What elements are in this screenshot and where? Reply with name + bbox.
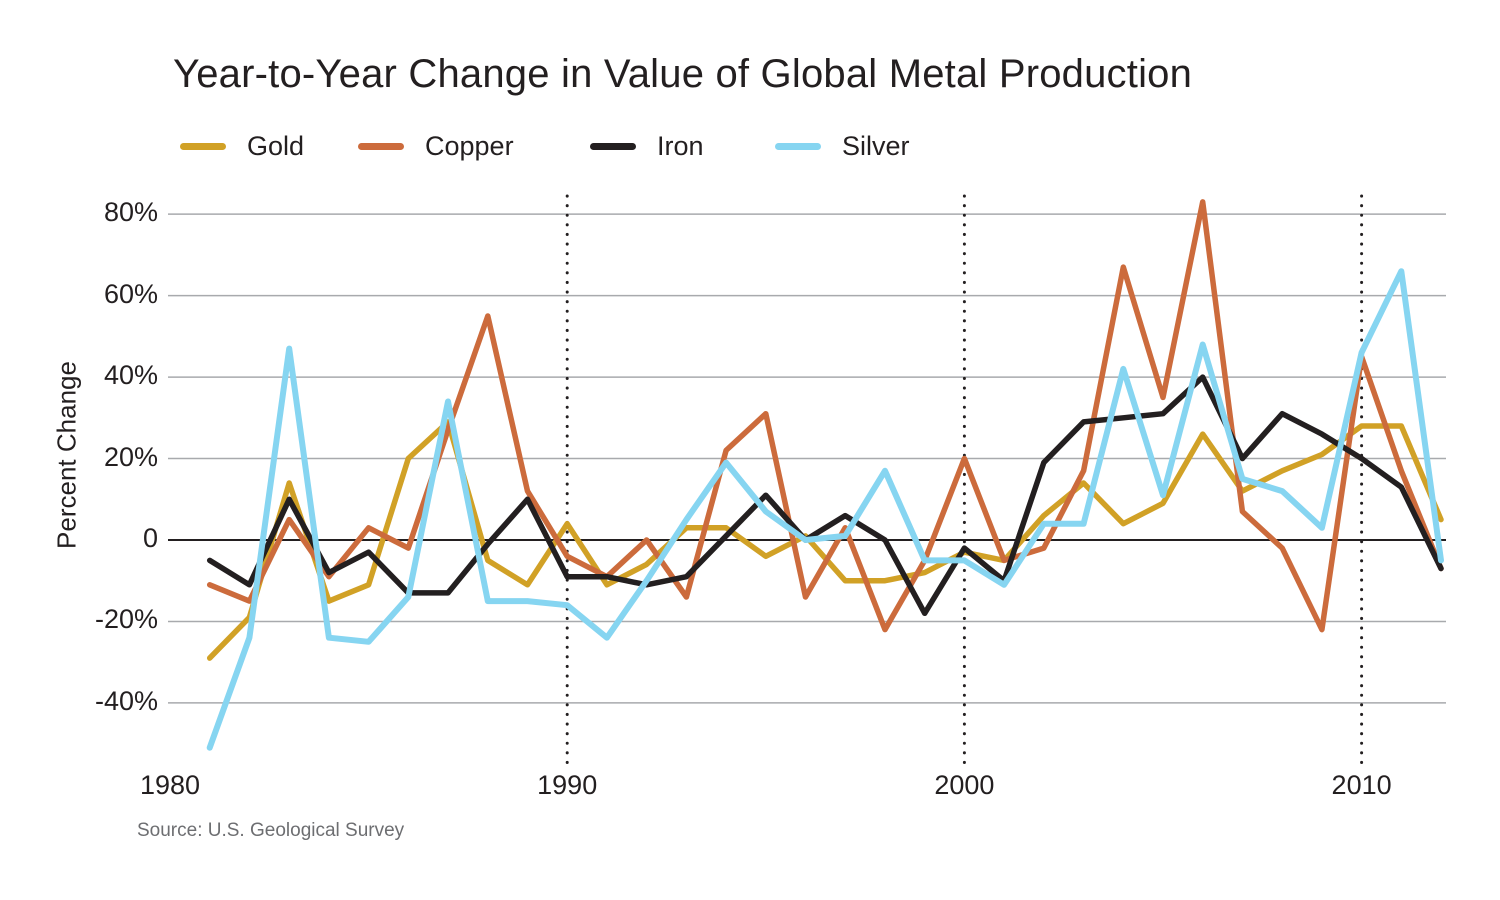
- y-tick-label-80%: 80%: [103, 197, 158, 228]
- y-tick-label-20%: 20%: [103, 441, 158, 472]
- legend-label-iron: Iron: [657, 130, 704, 161]
- legend-label-copper: Copper: [425, 130, 514, 161]
- source-note: Source: U.S. Geological Survey: [137, 820, 405, 841]
- y-tick-label-40%: 40%: [103, 360, 158, 391]
- y-tick-label--40%: -40%: [94, 685, 158, 716]
- gold-swatch-icon: [180, 142, 226, 150]
- x-tick-label-2000: 2000: [934, 770, 995, 800]
- legend-label-silver: Silver: [842, 130, 910, 161]
- chart-title: Year-to-Year Change in Value of Global M…: [173, 52, 1193, 96]
- x-tick-label-1980: 1980: [139, 770, 201, 800]
- legend-item-gold: Gold: [180, 128, 304, 164]
- legend-item-copper: Copper: [358, 128, 514, 164]
- legend-label-gold: Gold: [247, 130, 305, 161]
- iron-line-series: [206, 374, 1444, 617]
- legend-item-iron: Iron: [590, 128, 704, 164]
- x-tick-label-1990: 1990: [537, 770, 598, 800]
- silver-swatch-icon: [775, 142, 821, 150]
- silver-line-series: [206, 268, 1444, 751]
- copper-swatch-icon: [358, 142, 404, 150]
- x-tick-label-2010: 2010: [1331, 770, 1392, 800]
- legend: Gold Copper Iron Silver: [0, 128, 1500, 164]
- y-tick-label-60%: 60%: [103, 278, 158, 309]
- y-tick-label--20%: -20%: [94, 604, 158, 635]
- y-tick-label-0: 0: [142, 523, 158, 553]
- iron-swatch-icon: [590, 142, 636, 150]
- copper-line-series: [206, 199, 1444, 633]
- legend-item-silver: Silver: [775, 128, 910, 164]
